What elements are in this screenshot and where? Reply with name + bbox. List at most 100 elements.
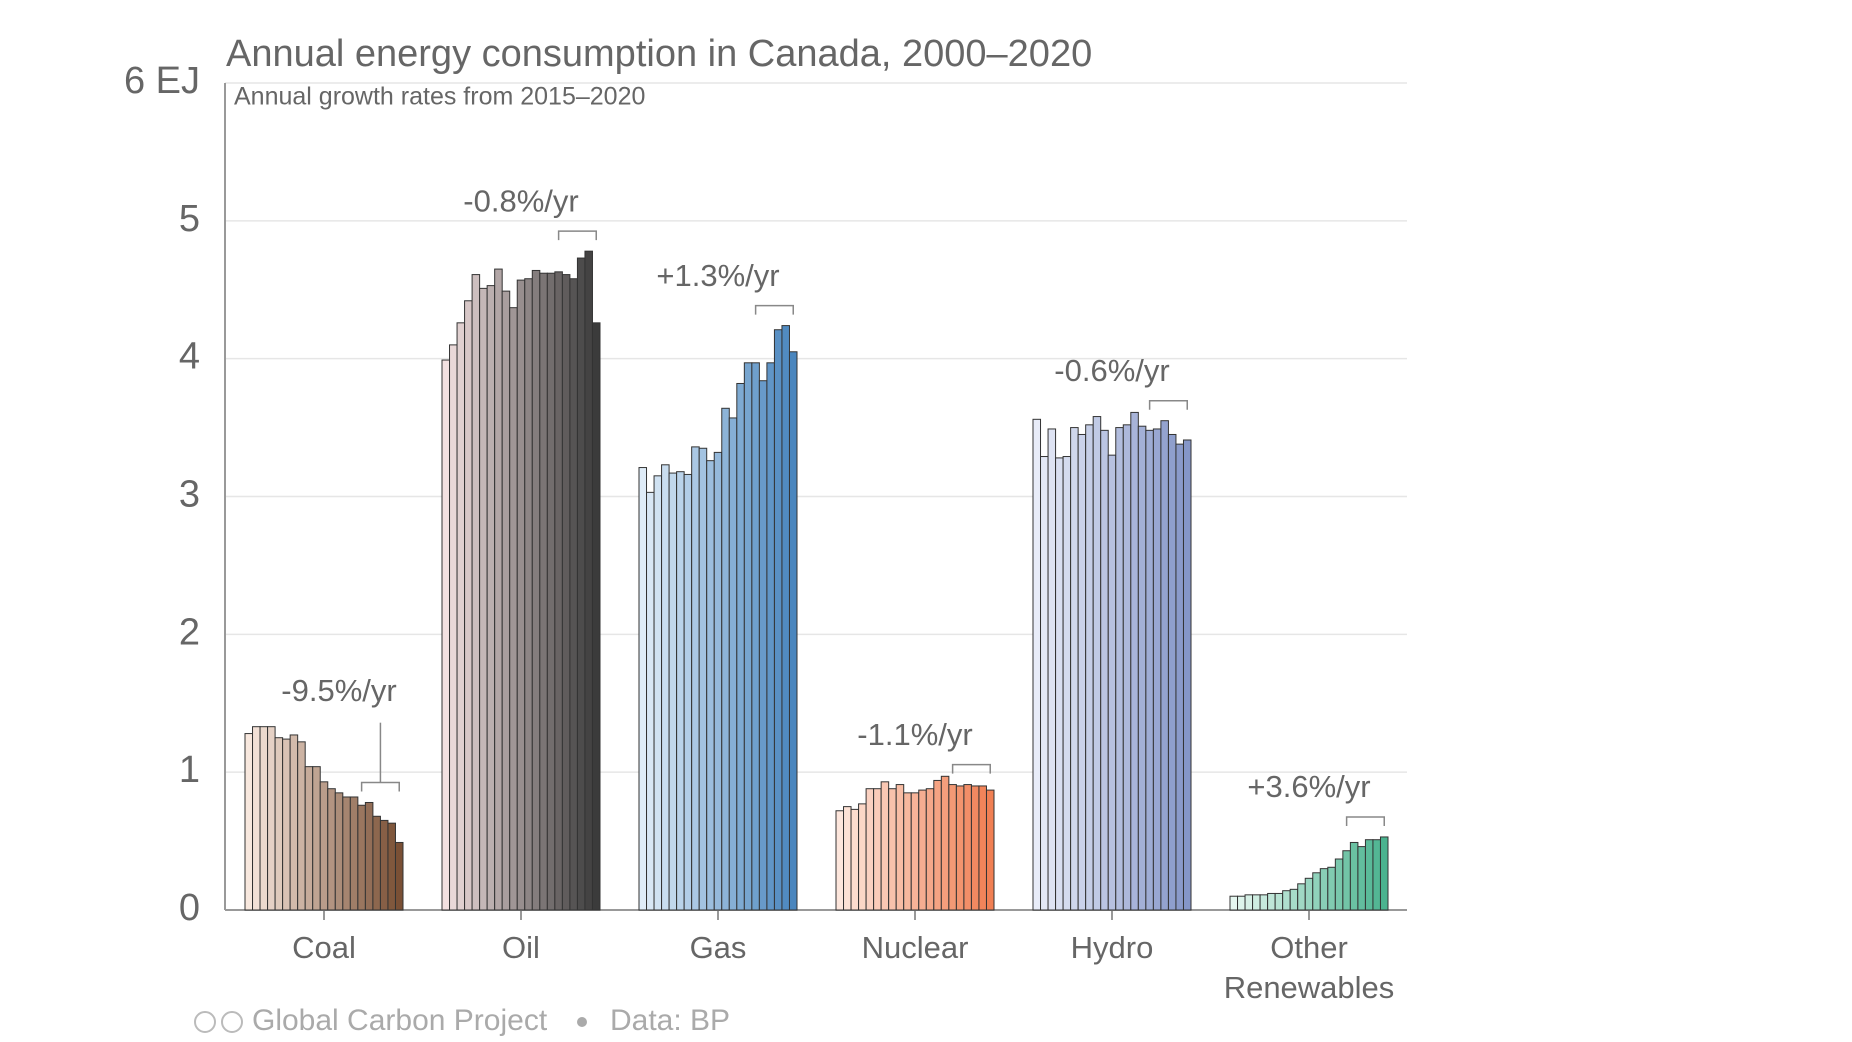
- bar: [706, 460, 715, 911]
- x-tick-label: Nuclear: [861, 930, 969, 965]
- bar: [963, 784, 972, 911]
- bar: [1312, 872, 1321, 911]
- bar: [1115, 427, 1124, 911]
- bar: [561, 274, 571, 911]
- bar: [1070, 427, 1079, 911]
- annotation: -0.8%/yr: [463, 183, 578, 218]
- y-tick-label: 0: [179, 887, 200, 929]
- bar: [843, 806, 852, 911]
- bar: [751, 362, 760, 911]
- footer-credit: Global Carbon Project: [252, 1004, 548, 1037]
- bar: [1085, 424, 1094, 911]
- bar: [646, 491, 655, 911]
- bar: [1357, 846, 1366, 911]
- bar: [781, 325, 790, 911]
- annotation: -0.6%/yr: [1054, 353, 1169, 388]
- bar: [259, 726, 269, 911]
- bar: [698, 447, 708, 911]
- bracket: [557, 230, 597, 241]
- bar: [743, 362, 753, 911]
- footer-dot: [577, 1017, 587, 1027]
- y-tick-label: 1: [179, 749, 200, 791]
- y-tick-label: 3: [179, 474, 200, 516]
- footer-source: Data: BP: [610, 1004, 730, 1037]
- cc-icons: [194, 1011, 243, 1033]
- annotation: +3.6%/yr: [1247, 769, 1370, 804]
- x-tick-label: Gas: [689, 930, 747, 965]
- bar: [850, 808, 860, 911]
- bar: [372, 815, 381, 911]
- bar: [524, 278, 533, 911]
- bar: [546, 272, 556, 911]
- bar: [895, 784, 905, 911]
- bar: [1237, 895, 1246, 911]
- bar: [668, 472, 678, 911]
- bar: [970, 785, 980, 911]
- bar: [1175, 443, 1184, 911]
- bar: [569, 278, 578, 911]
- y-tick-label: 4: [179, 336, 200, 378]
- bar: [394, 841, 404, 911]
- annotation: -1.1%/yr: [857, 717, 972, 752]
- bar: [1092, 416, 1102, 911]
- bar: [349, 796, 359, 911]
- bar: [880, 781, 890, 911]
- bar: [1137, 425, 1147, 911]
- bar: [289, 734, 299, 911]
- bracket: [1345, 816, 1385, 826]
- bar: [1319, 868, 1329, 911]
- bar: [441, 359, 451, 911]
- bar: [342, 796, 351, 911]
- bar: [312, 766, 321, 911]
- bracket: [1148, 399, 1188, 410]
- bar: [1297, 883, 1306, 911]
- bar: [516, 279, 526, 911]
- bar: [1182, 439, 1192, 911]
- bar: [1267, 892, 1276, 911]
- bar: [1252, 894, 1261, 911]
- bar: [1160, 420, 1169, 911]
- bar: [274, 737, 284, 911]
- bar: [479, 287, 488, 911]
- bar: [691, 446, 700, 911]
- bar: [1289, 888, 1299, 911]
- y-tick-label: 2: [179, 611, 200, 653]
- bar: [653, 475, 663, 911]
- bar: [584, 250, 593, 911]
- bar: [334, 792, 344, 911]
- bar: [464, 300, 473, 911]
- bar: [554, 271, 563, 911]
- bar: [955, 785, 965, 911]
- bar: [888, 788, 897, 911]
- bar: [676, 471, 685, 911]
- bar: [494, 268, 503, 911]
- bar: [456, 322, 466, 911]
- bar: [1032, 418, 1042, 911]
- bar: [638, 467, 648, 911]
- bar: [1379, 836, 1389, 911]
- bracket: [754, 304, 794, 315]
- bar: [1274, 892, 1284, 911]
- bar: [1062, 456, 1072, 911]
- bar: [721, 407, 730, 911]
- bar: [1130, 411, 1139, 911]
- chart-title: Annual energy consumption in Canada, 200…: [226, 33, 1092, 75]
- annotation: +1.3%/yr: [656, 258, 779, 293]
- bar: [509, 307, 518, 911]
- y-tick-label: 6 EJ: [124, 60, 200, 102]
- bar: [282, 738, 291, 911]
- bar: [1334, 858, 1344, 911]
- bar: [758, 380, 768, 911]
- bar: [501, 290, 511, 911]
- bar: [1047, 428, 1057, 911]
- bar: [1372, 839, 1381, 911]
- bar: [267, 726, 276, 911]
- bar: [379, 819, 389, 911]
- bar: [978, 785, 987, 911]
- bar: [1229, 895, 1239, 911]
- bar: [925, 788, 935, 911]
- bracket: [360, 781, 400, 792]
- bar: [449, 344, 458, 911]
- bar: [1107, 454, 1117, 911]
